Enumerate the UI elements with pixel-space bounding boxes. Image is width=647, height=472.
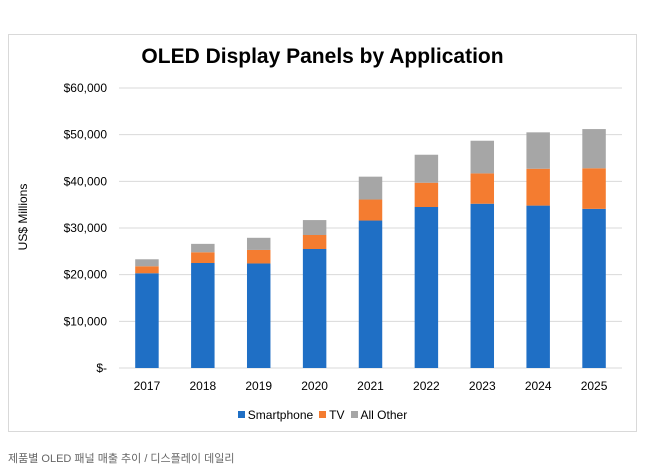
- legend-label: All Other: [360, 407, 408, 422]
- bar-all-other: [582, 129, 606, 169]
- x-tick-label: 2020: [301, 379, 328, 393]
- legend: Smartphone TV All Other: [9, 407, 636, 422]
- bar-smartphone: [470, 203, 495, 368]
- legend-label: Smartphone: [247, 407, 314, 422]
- bar-smartphone: [135, 273, 159, 368]
- legend-item: All Other: [350, 407, 408, 422]
- bar-tv: [246, 249, 271, 264]
- bar-all-other: [191, 243, 215, 253]
- legend-label: TV: [329, 407, 345, 422]
- bar-all-other: [302, 220, 327, 235]
- x-tick-label: 2024: [525, 379, 552, 393]
- x-tick-label: 2019: [245, 379, 272, 393]
- bar-all-other: [358, 176, 383, 200]
- plot-area: $- $10,000 $20,000 $30,000 $40,000 $50,000 $60…: [64, 81, 622, 393]
- chart-title: OLED Display Panels by Application: [141, 45, 504, 68]
- x-tick-label: 2018: [189, 379, 216, 393]
- chart-frame: OLED Display Panels by Application US$ M…: [8, 34, 637, 432]
- bar-all-other: [135, 259, 159, 267]
- legend-swatch: [350, 411, 358, 418]
- bar-tv: [526, 168, 550, 206]
- y-tick-label: $60,000: [64, 81, 108, 95]
- bar-smartphone: [246, 263, 271, 368]
- legend-swatch: [319, 411, 327, 418]
- y-tick-label: $-: [96, 361, 107, 375]
- y-tick-label: $20,000: [64, 268, 108, 282]
- y-tick-label: $30,000: [64, 221, 108, 235]
- y-tick-label: $50,000: [64, 128, 108, 142]
- bar-tv: [470, 173, 495, 204]
- bar-tv: [191, 252, 215, 263]
- bar-tv: [135, 266, 159, 274]
- bar-tv: [302, 235, 327, 249]
- bar-smartphone: [526, 205, 550, 368]
- x-tick-label: 2025: [581, 379, 608, 393]
- bar-smartphone: [582, 208, 606, 368]
- y-tick-label: $10,000: [64, 314, 108, 328]
- bar-tv: [414, 182, 439, 207]
- bar-all-other: [526, 132, 550, 169]
- bar-smartphone: [191, 263, 215, 368]
- bar-tv: [582, 168, 606, 209]
- bar-smartphone: [414, 207, 439, 368]
- bar-smartphone: [302, 249, 327, 368]
- x-tick-label: 2021: [357, 379, 384, 393]
- bar-all-other: [414, 154, 439, 183]
- bar-smartphone: [358, 220, 383, 368]
- bar-all-other: [470, 140, 495, 174]
- x-tick-label: 2023: [469, 379, 496, 393]
- image-caption: 제품별 OLED 패널 매출 추이 / 디스플레이 데일리: [8, 453, 235, 465]
- y-tick-label: $40,000: [64, 174, 108, 188]
- legend-item: TV: [319, 407, 345, 422]
- legend-swatch: [237, 411, 245, 418]
- x-tick-label: 2017: [134, 379, 161, 393]
- x-tick-label: 2022: [413, 379, 440, 393]
- bar-tv: [358, 199, 383, 221]
- bar-all-other: [246, 237, 271, 250]
- legend-item: Smartphone: [237, 407, 314, 422]
